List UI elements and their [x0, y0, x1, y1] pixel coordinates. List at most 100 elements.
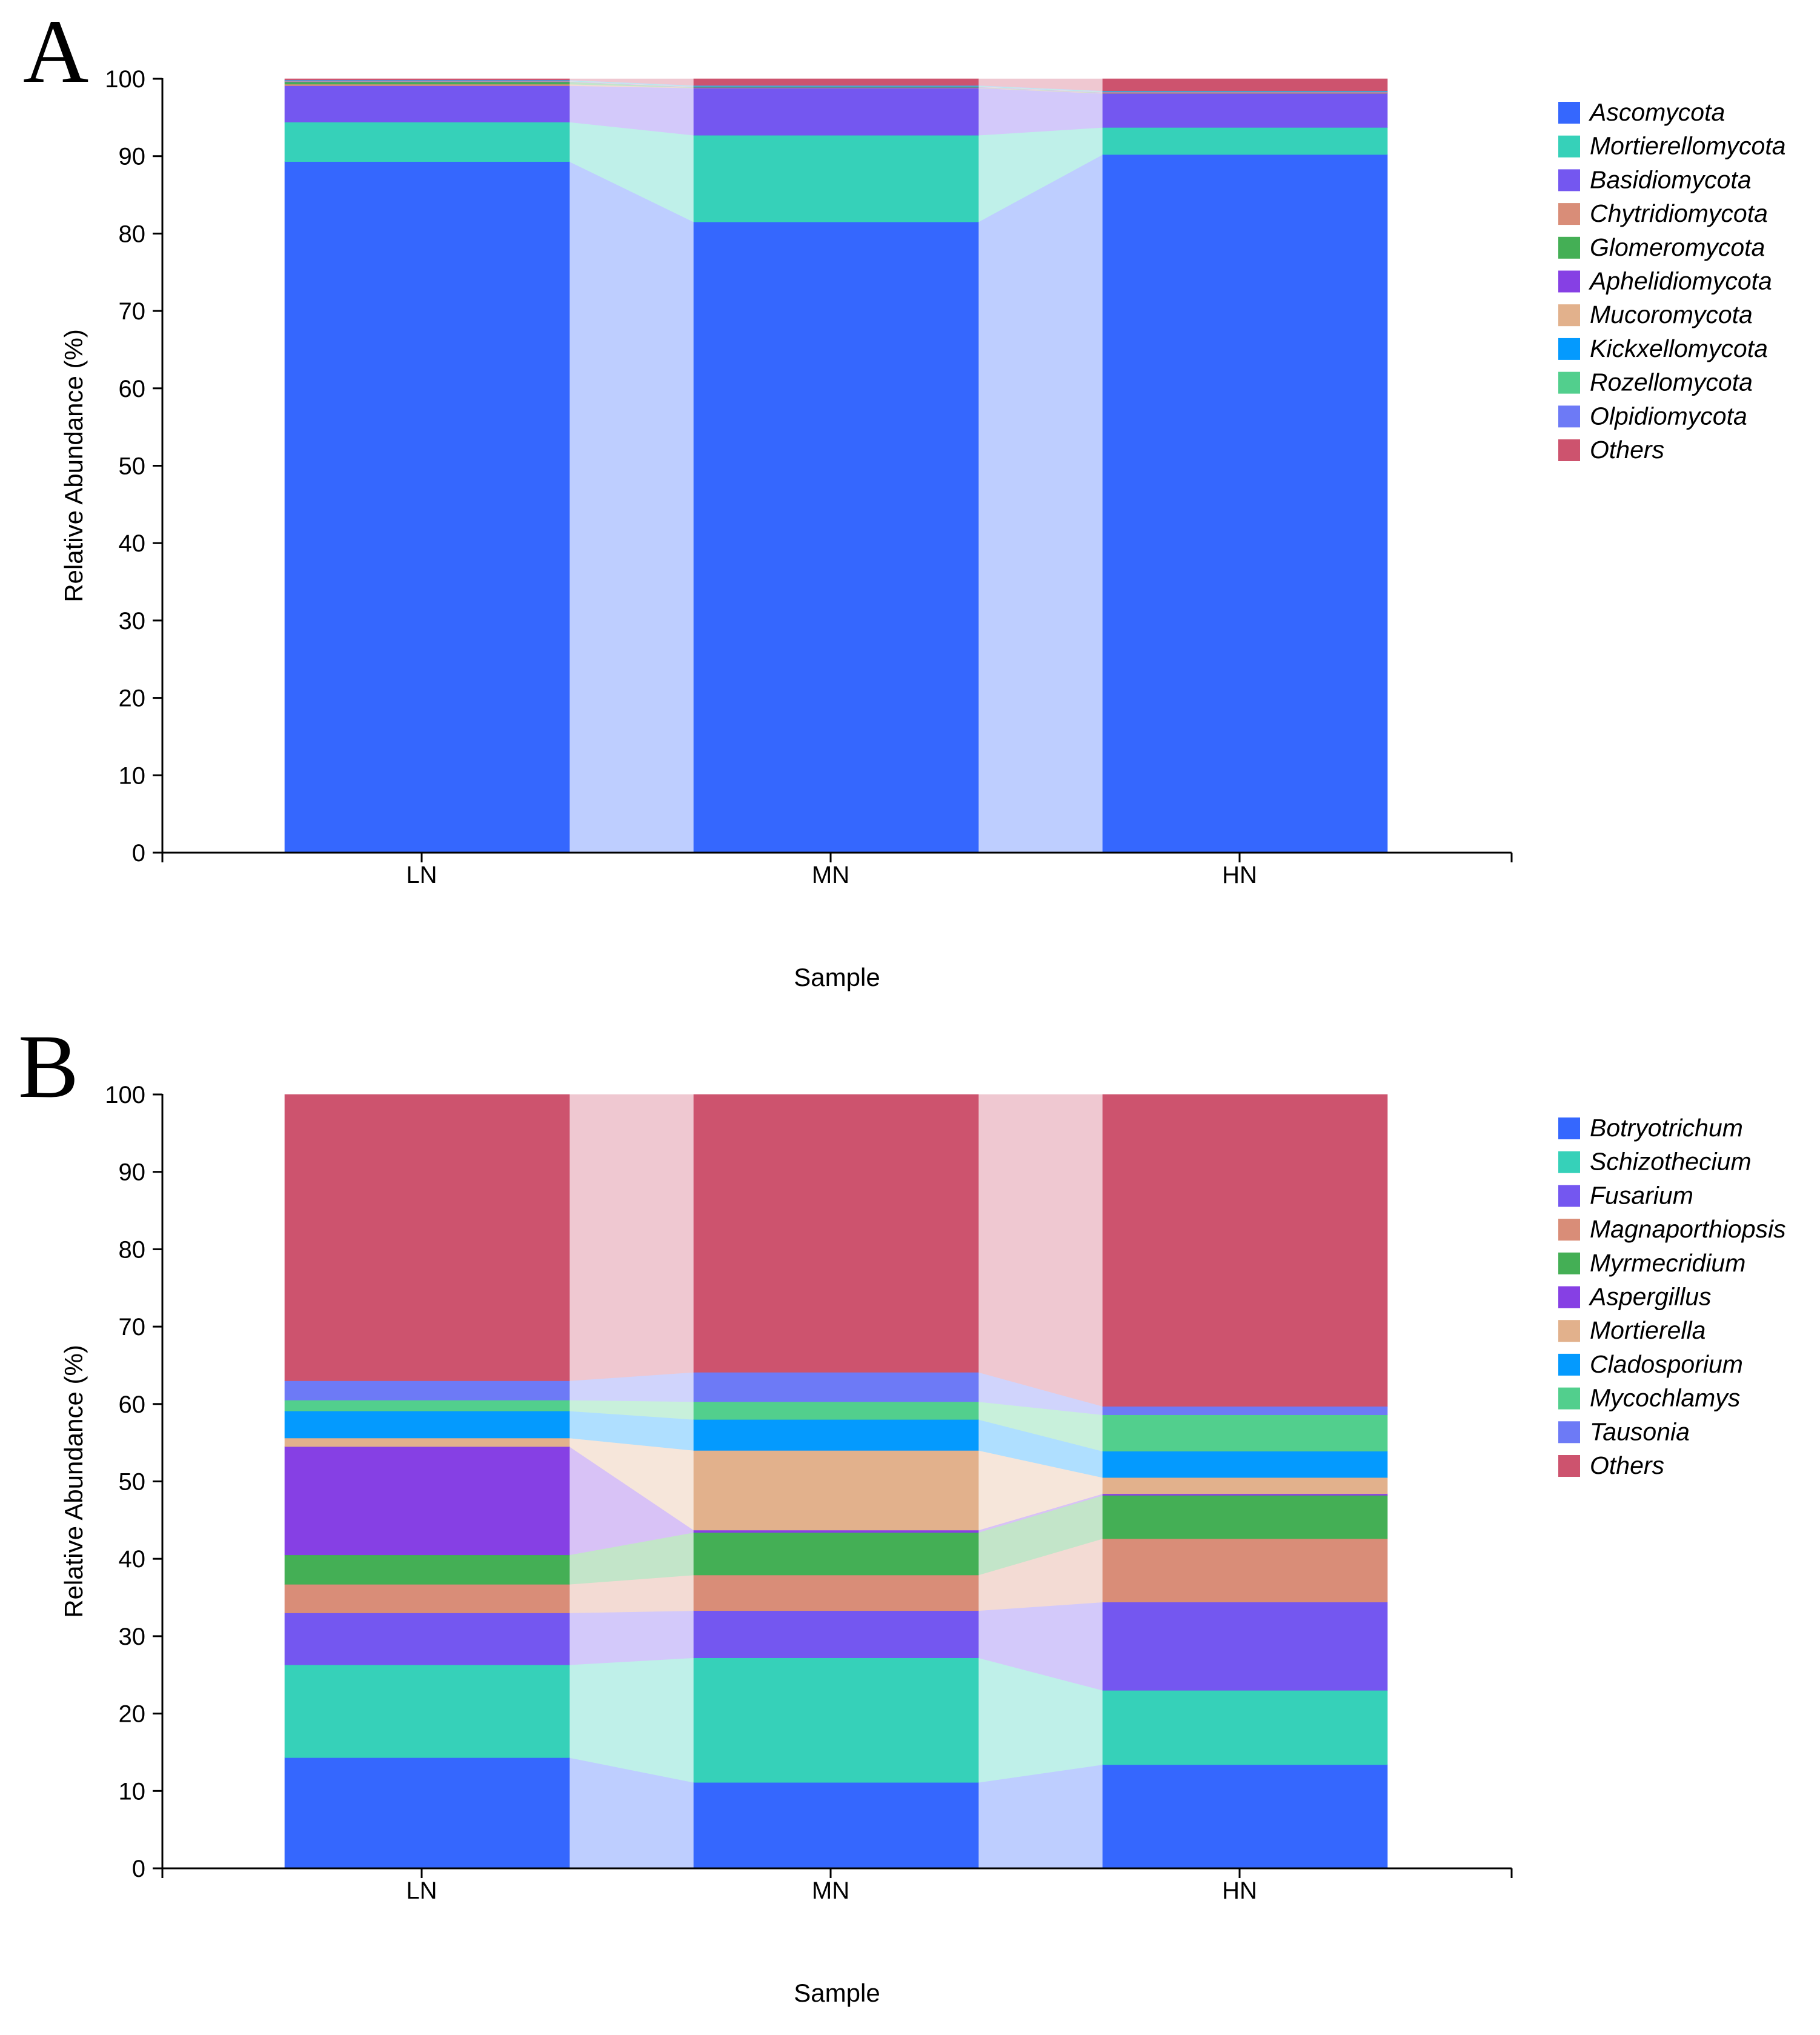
bar-segment-fusarium-hn	[1102, 1602, 1388, 1691]
bar-segment-glomeromycota-ln	[284, 81, 570, 85]
legend-label-others: Others	[1590, 1451, 1664, 1479]
bar-segment-chytridiomycota-ln	[284, 84, 570, 86]
y-tick-label-20: 20	[119, 685, 146, 712]
bar-segment-magnaporthiopsis-mn	[693, 1574, 979, 1611]
legend-swatch-mucoromycota	[1558, 304, 1580, 327]
legend-label-basidiomycota: Basidiomycota	[1590, 165, 1752, 193]
legend: Ascomycota Mortierellomycota Basidiomycota…	[1558, 98, 1786, 464]
bar-segment-ascomycota-ln	[284, 161, 570, 853]
legend-swatch-aphelidiomycota	[1558, 270, 1580, 293]
legend-swatch-basidiomycota	[1558, 169, 1580, 192]
bar-segment-magnaporthiopsis-ln	[284, 1584, 570, 1613]
y-tick-label-80: 80	[119, 1236, 146, 1263]
y-tick-label-0: 0	[132, 840, 145, 867]
bar-segment-others-hn	[1102, 78, 1388, 92]
bar-segment-fusarium-mn	[693, 1610, 979, 1658]
legend-swatch-others	[1558, 1455, 1580, 1477]
chart-panel-b: 0 10 20 30 40 50 60 70 80 90 100 LN MN HN Sample Relati…	[18, 1016, 1786, 2007]
y-tick-label-20: 20	[119, 1701, 146, 1728]
y-tick-label-60: 60	[119, 376, 146, 402]
bar-segment-cladosporium-ln	[284, 1410, 570, 1439]
legend-label-chytridiomycota: Chytridiomycota	[1590, 199, 1768, 227]
y-tick-label-0: 0	[132, 1856, 145, 1882]
legend-label-others: Others	[1590, 436, 1664, 464]
bar-segment-aspergillus-ln	[284, 1446, 570, 1556]
legend-label-botryotrichum: Botryotrichum	[1590, 1114, 1743, 1142]
bar-segment-botryotrichum-hn	[1102, 1764, 1388, 1869]
bar-segment-magnaporthiopsis-hn	[1102, 1538, 1388, 1603]
legend: Botryotrichum Schizothecium Fusarium Magnap…	[1558, 1114, 1786, 1479]
bar-segment-mortierella-hn	[1102, 1477, 1388, 1494]
legend-swatch-mycochlamys	[1558, 1387, 1580, 1410]
flow-band-others	[978, 1094, 1103, 1407]
y-tick-label-100: 100	[105, 1082, 145, 1108]
legend-label-ascomycota: Ascomycota	[1588, 98, 1725, 126]
bar-segment-mortierella-mn	[693, 1450, 979, 1531]
y-axis-title: Relative Abundance (%)	[59, 1345, 88, 1618]
legend-swatch-tausonia	[1558, 1421, 1580, 1444]
legend-label-cladosporium: Cladosporium	[1590, 1350, 1743, 1378]
legend-label-fusarium: Fusarium	[1590, 1181, 1693, 1209]
bar-segment-cladosporium-hn	[1102, 1451, 1388, 1478]
bar-segment-cladosporium-mn	[693, 1419, 979, 1451]
y-tick-label-50: 50	[119, 1469, 146, 1496]
flow-band-fusarium	[569, 1610, 694, 1665]
y-tick-label-70: 70	[119, 298, 146, 325]
flow-band-ascomycota	[569, 161, 694, 853]
legend-label-aspergillus: Aspergillus	[1588, 1283, 1712, 1311]
bar-segment-mortierellomycota-ln	[284, 122, 570, 162]
bar-segment-others-mn	[693, 1094, 979, 1373]
legend-swatch-others	[1558, 439, 1580, 461]
legend-label-olpidiomycota: Olpidiomycota	[1590, 402, 1747, 430]
legend-swatch-olpidiomycota	[1558, 405, 1580, 428]
bar-segment-ascomycota-mn	[693, 221, 979, 853]
flow-band-others	[569, 1094, 694, 1381]
bar-segment-mortierella-ln	[284, 1437, 570, 1447]
bar-segment-basidiomycota-mn	[693, 88, 979, 136]
x-tick-label-hn: HN	[1222, 1877, 1257, 1904]
bar-segment-mycochlamys-mn	[693, 1401, 979, 1420]
y-axis-title: Relative Abundance (%)	[59, 329, 88, 602]
y-tick-label-80: 80	[119, 221, 146, 247]
bar-segment-myrmecridium-hn	[1102, 1495, 1388, 1539]
legend-label-mucoromycota: Mucoromycota	[1590, 301, 1753, 328]
bar-segment-tausonia-mn	[693, 1372, 979, 1402]
legend-label-schizothecium: Schizothecium	[1590, 1148, 1752, 1176]
bar-segment-mortierellomycota-mn	[693, 135, 979, 222]
legend-swatch-cladosporium	[1558, 1353, 1580, 1376]
y-tick-label-10: 10	[119, 762, 146, 789]
legend-swatch-kickxellomycota	[1558, 338, 1580, 360]
bar-segment-tausonia-ln	[284, 1381, 570, 1401]
y-tick-label-60: 60	[119, 1391, 146, 1418]
legend-label-mycochlamys: Mycochlamys	[1590, 1384, 1740, 1412]
legend-label-glomeromycota: Glomeromycota	[1590, 233, 1765, 261]
legend-label-tausonia: Tausonia	[1590, 1417, 1690, 1445]
flow-band-botryotrichum	[978, 1764, 1103, 1869]
legend-label-rozellomycota: Rozellomycota	[1590, 368, 1753, 396]
bar-segment-mortierellomycota-hn	[1102, 127, 1388, 155]
y-tick-label-40: 40	[119, 530, 146, 557]
legend-swatch-fusarium	[1558, 1185, 1580, 1207]
legend-label-mortierella: Mortierella	[1590, 1316, 1705, 1344]
x-tick-label-ln: LN	[406, 862, 437, 888]
legend-label-magnaporthiopsis: Magnaporthiopsis	[1590, 1215, 1786, 1243]
y-tick-label-70: 70	[119, 1314, 146, 1341]
bar-segment-others-ln	[284, 78, 570, 81]
bar-segment-botryotrichum-mn	[693, 1782, 979, 1869]
bar-segment-mycochlamys-ln	[284, 1400, 570, 1411]
legend-swatch-myrmecridium	[1558, 1252, 1580, 1274]
legend-label-mortierellomycota: Mortierellomycota	[1590, 132, 1786, 160]
chart-panel-a: 0 10 20 30 40 50 60 70 80 90 100 LN MN HN Sample Relati…	[23, 1, 1786, 991]
bar-segment-aspergillus-mn	[693, 1530, 979, 1533]
y-tick-label-40: 40	[119, 1546, 146, 1573]
bar-segment-schizothecium-hn	[1102, 1690, 1388, 1765]
legend-swatch-rozellomycota	[1558, 371, 1580, 394]
bar-segment-ascomycota-hn	[1102, 154, 1388, 853]
legend-swatch-chytridiomycota	[1558, 203, 1580, 225]
bar-segment-myrmecridium-mn	[693, 1532, 979, 1576]
y-tick-label-30: 30	[119, 608, 146, 634]
legend-swatch-magnaporthiopsis	[1558, 1219, 1580, 1241]
y-tick-label-100: 100	[105, 66, 145, 93]
bar-segment-fusarium-ln	[284, 1613, 570, 1665]
panel-letter: B	[18, 1016, 79, 1117]
